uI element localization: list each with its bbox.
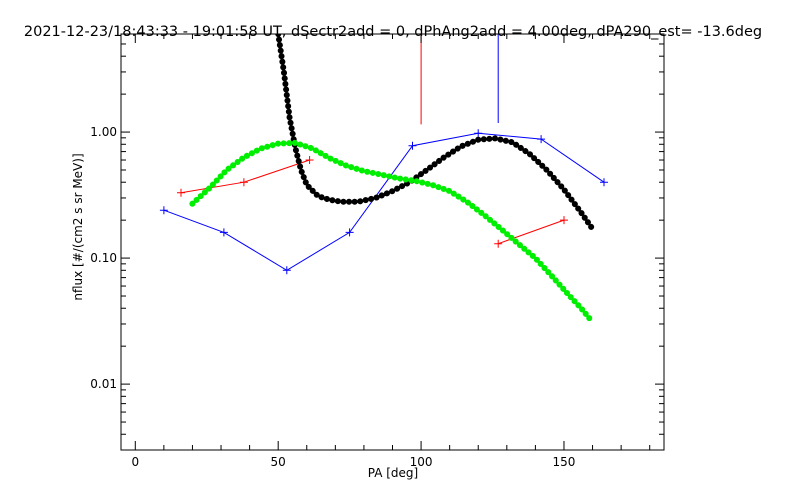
- series-2-point-1: [560, 216, 568, 225]
- x-tick-label: 0: [131, 455, 139, 469]
- x-axis-label: PA [deg]: [368, 466, 418, 480]
- y-tick-label: 0.01: [90, 377, 117, 391]
- series-1-point-0: [177, 188, 185, 197]
- series-1-point-1: [239, 178, 248, 187]
- y-tick-label: 0.10: [90, 251, 117, 265]
- x-tick-label: 100: [410, 455, 433, 469]
- series-curve-3: [275, 34, 596, 232]
- series-line-0: [163, 132, 605, 271]
- y-axis-label: nflux [#/(cm2 s sr MeV)]: [71, 153, 85, 300]
- chart-title: 2021-12-23/18:43:33 - 19:01:58 UT, dSect…: [24, 24, 762, 40]
- series-0-point-2: [282, 266, 291, 275]
- y-tick-label: 1.00: [90, 125, 117, 139]
- series-0-point-7: [600, 178, 608, 187]
- series-0-point-1: [219, 228, 228, 237]
- series-0-point-5: [474, 129, 483, 138]
- plot-area: [159, 34, 608, 326]
- x-tick-label: 50: [271, 455, 286, 469]
- series-0-point-3: [345, 228, 354, 237]
- series-2-point-0: [494, 239, 503, 248]
- series-0-point-6: [537, 135, 546, 144]
- series-0-point-4: [408, 141, 417, 150]
- x-tick-label: 150: [553, 455, 576, 469]
- plot-frame: [120, 33, 665, 451]
- series-line-1: [180, 159, 310, 194]
- axes: 0 50 100 150 0.01 0.10 1.00: [90, 33, 665, 469]
- series-0-point-0: [159, 206, 168, 215]
- series-curve-4: [189, 139, 596, 326]
- series-1-point-2: [305, 156, 314, 164]
